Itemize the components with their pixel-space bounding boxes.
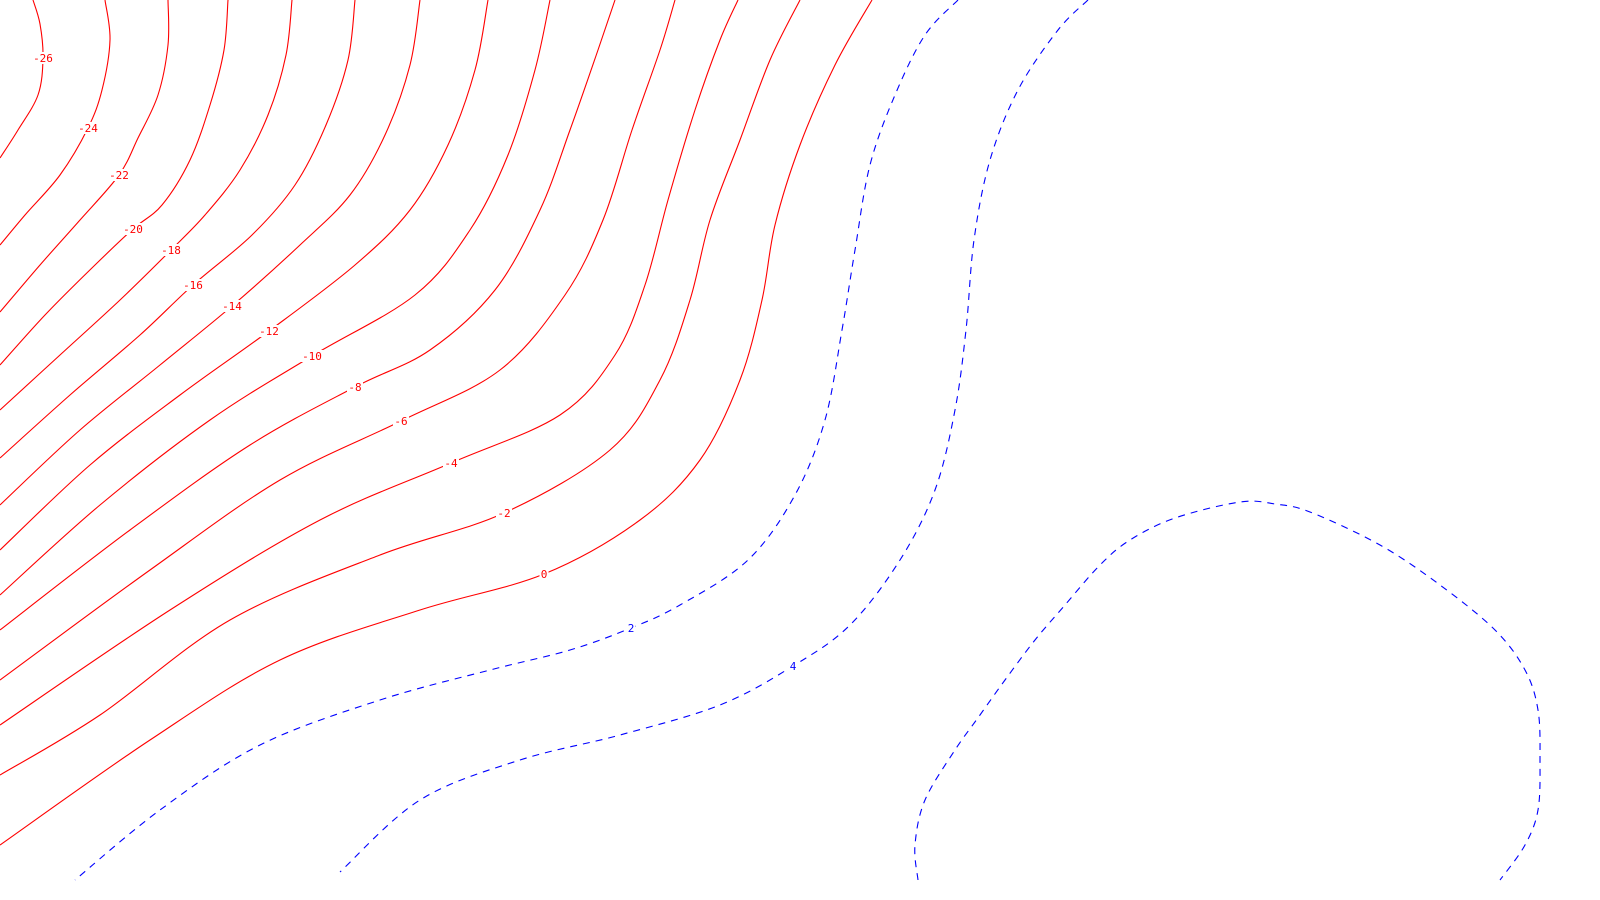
contour-label-background <box>788 660 798 672</box>
contour-label-group: -4 <box>443 457 459 470</box>
contour-label-group: -6 <box>393 415 409 428</box>
contour-label: -14 <box>222 300 242 313</box>
contour-label-group: 2 <box>626 622 636 635</box>
contour-line-0 <box>0 0 873 846</box>
contour-label-background <box>76 122 100 134</box>
contour-label-background <box>257 325 281 337</box>
contour-label-group: -10 <box>300 350 324 363</box>
contour-label: 0 <box>541 568 548 581</box>
contour-label: 2 <box>628 622 635 635</box>
contour-label-background <box>159 244 183 256</box>
contour-label: -4 <box>444 457 458 470</box>
contour-label: -2 <box>497 507 510 520</box>
contour-label-group: -16 <box>181 279 205 292</box>
contour-label-group: -14 <box>220 300 244 313</box>
contour-label: -8 <box>348 381 361 394</box>
contour-line-neg12 <box>0 0 489 551</box>
contour-line-neg2 <box>0 0 801 776</box>
contour-label-background <box>220 300 244 312</box>
contour-line-neg14 <box>0 0 421 506</box>
contour-label: -22 <box>109 169 129 182</box>
contour-label-group: 4 <box>788 660 798 673</box>
contour-label: -6 <box>394 415 407 428</box>
contour-label-group: -20 <box>121 223 145 236</box>
contour-line-neg10 <box>0 0 551 596</box>
contour-label-background <box>626 622 636 634</box>
contour-label-background <box>121 223 145 235</box>
contour-label: -26 <box>33 52 53 65</box>
contour-label: -18 <box>161 244 181 257</box>
contour-label: -24 <box>78 122 98 135</box>
contour-label: -10 <box>302 350 322 363</box>
contour-label-group: -22 <box>107 169 131 182</box>
contour-label-background <box>393 415 409 427</box>
contour-label-group: -24 <box>76 122 100 135</box>
contour-label-group: -18 <box>159 244 183 257</box>
contour-line-neg8 <box>0 0 616 631</box>
contour-label-background <box>300 350 324 362</box>
contour-line-neg18 <box>0 0 293 411</box>
contour-line-neg4 <box>0 0 739 726</box>
contour-line-neg20 <box>0 0 229 366</box>
contour-line-6 <box>914 500 1541 881</box>
contour-label-background <box>31 52 55 64</box>
contour-line-neg6 <box>0 0 676 681</box>
contour-label-background <box>347 381 363 393</box>
contour-label: -16 <box>183 279 203 292</box>
contour-label-group: -12 <box>257 325 281 338</box>
contour-line-4 <box>339 0 1089 873</box>
contour-line-neg26 <box>0 0 44 159</box>
contour-label-group: -26 <box>31 52 55 65</box>
contour-label-group: -8 <box>347 381 363 394</box>
contour-label-background <box>443 457 459 469</box>
contour-label-background <box>496 507 512 519</box>
contour-line-2 <box>74 0 959 881</box>
contour-label-background <box>181 279 205 291</box>
contour-lines <box>0 0 1541 881</box>
contour-label: -12 <box>259 325 279 338</box>
contour-label-group: 0 <box>539 568 549 581</box>
contour-label-group: -2 <box>496 507 512 520</box>
contour-label-background <box>107 169 131 181</box>
contour-label: 4 <box>790 660 797 673</box>
contour-line-neg16 <box>0 0 356 459</box>
contour-line-neg22 <box>0 0 170 313</box>
contour-label: -20 <box>123 223 143 236</box>
contour-label-background <box>539 568 549 580</box>
